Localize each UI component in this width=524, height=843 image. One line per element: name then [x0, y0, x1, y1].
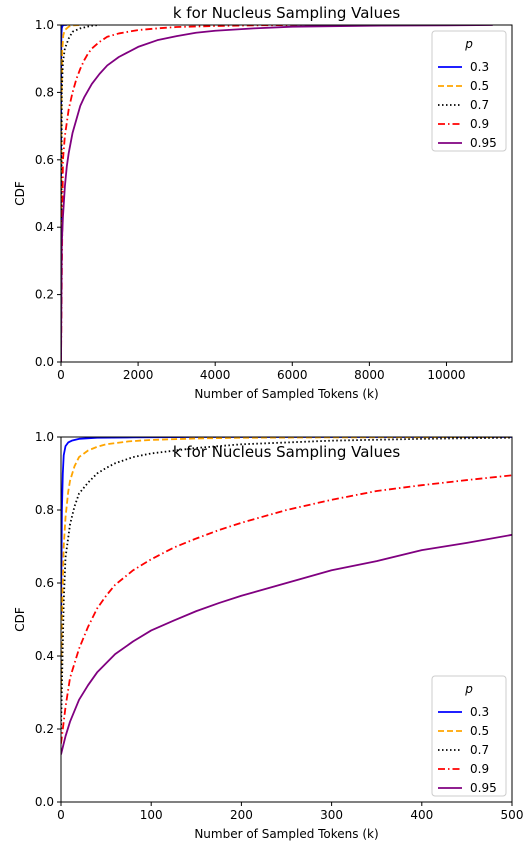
x-tick-label: 10000: [427, 368, 465, 382]
legend-box: [431, 30, 507, 152]
legend-entry: 0.5: [470, 79, 489, 93]
y-tick-label: 1.0: [35, 18, 54, 32]
series-line-0-95: [61, 533, 512, 755]
x-tick-label: 6000: [277, 368, 308, 382]
legend-entry: 0.95: [470, 781, 497, 795]
plot-frame: [60, 436, 513, 803]
series-line-0-3: [61, 437, 512, 620]
y-axis-label: CDF: [13, 607, 27, 632]
series-line-0-9: [61, 25, 331, 362]
x-axis-label: Number of Sampled Tokens (k): [194, 827, 378, 841]
chart-1: k for Nucleus Sampling Values 0 2000 4000 60…: [13, 4, 513, 401]
series-line-0-5: [61, 25, 81, 362]
x-tick-label: 500: [501, 808, 524, 822]
legend-entry: 0.7: [470, 743, 489, 757]
y-axis-label: CDF: [13, 181, 27, 206]
x-tick-label: 0: [57, 368, 65, 382]
x-tick-label: 200: [230, 808, 253, 822]
y-tick-label: 0.8: [35, 85, 54, 99]
y-tick-label: 0.2: [35, 722, 54, 736]
y-tick-label: 0.6: [35, 153, 54, 167]
legend: p 0.3 0.5 0.7 0.9 0.95: [431, 30, 507, 152]
y-tick-label: 0.0: [35, 355, 54, 369]
legend-title: p: [464, 682, 473, 696]
series-line-0-5: [61, 437, 512, 693]
legend-entry: 0.7: [470, 98, 489, 112]
y-tick-label: 0.8: [35, 503, 54, 517]
x-axis-label: Number of Sampled Tokens (k): [194, 387, 378, 401]
plot-frame: [60, 24, 513, 363]
series-line-0-95: [61, 25, 493, 362]
legend-box: [431, 675, 507, 797]
x-tick-label: 4000: [200, 368, 231, 382]
legend-entry: 0.3: [470, 60, 489, 74]
legend-entry: 0.95: [470, 136, 497, 150]
x-tick-label: 100: [140, 808, 163, 822]
legend: p 0.3 0.5 0.7 0.9 0.95: [431, 675, 507, 797]
x-tick-label: 2000: [123, 368, 154, 382]
legend-title: p: [464, 37, 473, 51]
y-tick-label: 1.0: [35, 430, 54, 444]
chart-title: k for Nucleus Sampling Values: [173, 443, 400, 461]
x-tick-label: 0: [57, 808, 65, 822]
chart-title: k for Nucleus Sampling Values: [173, 4, 400, 22]
series-line-0-9: [61, 474, 512, 744]
x-tick-label: 8000: [354, 368, 385, 382]
chart-2: k for Nucleus Sampling Values 0 100 200 300 4…: [13, 430, 523, 841]
y-tick-label: 0.4: [35, 649, 54, 663]
series-line-0-7: [61, 25, 100, 362]
legend-entry: 0.9: [470, 762, 489, 776]
y-tick-label: 0.4: [35, 220, 54, 234]
series-group: [61, 25, 493, 362]
legend-entry: 0.5: [470, 724, 489, 738]
y-tick-label: 0.2: [35, 288, 54, 302]
x-tick-label: 400: [410, 808, 433, 822]
legend-entry: 0.3: [470, 705, 489, 719]
legend-entry: 0.9: [470, 117, 489, 131]
y-tick-label: 0.6: [35, 576, 54, 590]
x-tick-label: 300: [320, 808, 343, 822]
y-tick-label: 0.0: [35, 795, 54, 809]
